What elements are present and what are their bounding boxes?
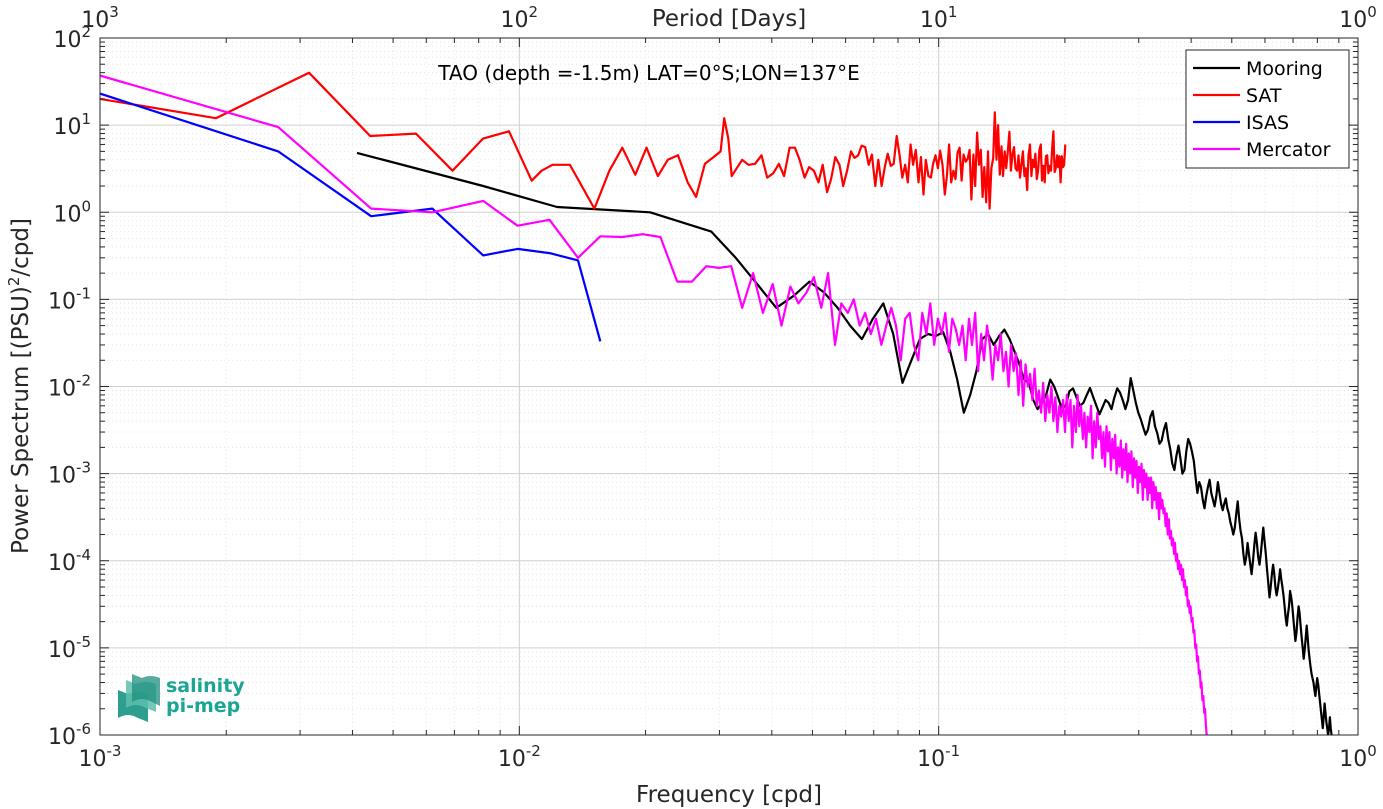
y-tick-label-base: 10 [53, 202, 81, 227]
wave-logo-icon [118, 674, 160, 722]
top-tick-label-exp: 1 [948, 3, 958, 21]
series-mooring-line [356, 151, 1333, 735]
legend-label-isas: ISAS [1246, 112, 1289, 134]
x-tick-label-base: 10 [917, 747, 945, 772]
series-mercator-line [100, 74, 1208, 735]
top-tick-label-exp: 0 [1367, 3, 1377, 21]
series-isas-line [100, 92, 602, 342]
legend-label-mercator: Mercator [1246, 139, 1331, 161]
x-tick-label-base: 10 [1339, 747, 1367, 772]
top-tick-label-base: 10 [920, 8, 948, 33]
x-tick-labels: 10-3 10-2 10-1 100 [79, 742, 1377, 772]
x-tick-label-exp: -2 [526, 742, 541, 760]
x-tick-label: 10-2 [498, 742, 541, 772]
top-tick-label-base: 10 [1339, 8, 1367, 33]
y-tick-label-exp: -1 [76, 284, 91, 302]
y-tick-label-base: 10 [48, 377, 76, 402]
y-tick-label: 10-5 [48, 633, 91, 663]
y-axis-label-sup: 2 [5, 277, 23, 287]
top-tick-label-base: 10 [501, 8, 529, 33]
top-tick-label: 103 [81, 3, 119, 33]
salinity-pi-mep-logo: salinity pi-mep [118, 674, 245, 722]
y-tick-label: 102 [53, 23, 91, 53]
y-tick-label-base: 10 [48, 464, 76, 489]
top-tick-label: 101 [920, 3, 958, 33]
logo-line1: salinity [166, 675, 245, 697]
y-tick-label-base: 10 [53, 28, 81, 53]
y-tick-label-exp: -6 [76, 720, 91, 738]
y-axis-label-main: Power Spectrum [(PSU) [8, 286, 34, 554]
y-tick-label-exp: 0 [81, 197, 91, 215]
x2-axis-label: Period [Days] [652, 6, 806, 32]
x-tick-label-base: 10 [79, 747, 107, 772]
top-tick-label: 102 [501, 3, 539, 33]
y-tick-label: 10-2 [48, 372, 91, 402]
x-tick-label-exp: 0 [1367, 742, 1377, 760]
x-tick-label-base: 10 [498, 747, 526, 772]
series-sat-line [100, 71, 1067, 210]
y-tick-label-exp: 1 [81, 110, 91, 128]
x-tick-label: 10-1 [917, 742, 960, 772]
y-tick-label-base: 10 [48, 638, 76, 663]
y-tick-label-base: 10 [48, 551, 76, 576]
top-tick-label: 100 [1339, 3, 1377, 33]
legend-label-sat: SAT [1246, 85, 1282, 107]
x-axis-label: Frequency [cpd] [636, 782, 822, 808]
y-tick-label: 100 [53, 197, 91, 227]
y-tick-label: 10-1 [48, 284, 91, 314]
y-axis-label-tail: /cpd] [8, 218, 34, 277]
x-tick-label-exp: -3 [107, 742, 122, 760]
legend-items: Mooring SAT ISAS Mercator [1193, 58, 1331, 161]
y-tick-label-exp: -3 [76, 459, 91, 477]
chart-title: TAO (depth =-1.5m) LAT=0°S;LON=137°E [437, 61, 859, 85]
y-tick-label-base: 10 [48, 725, 76, 750]
y-tick-label: 10-6 [48, 720, 91, 750]
ticks [99, 38, 1358, 736]
series-group [100, 71, 1333, 735]
y-tick-label: 10-4 [48, 546, 91, 576]
y-axis-label: Power Spectrum [(PSU)2/cpd] [5, 218, 34, 554]
y-tick-label: 10-3 [48, 459, 91, 489]
y-tick-label-exp: -2 [76, 372, 91, 390]
top-tick-labels: 103 102 101 100 [81, 3, 1377, 33]
x-tick-label-exp: -1 [945, 742, 960, 760]
y-tick-label-exp: -5 [76, 633, 91, 651]
top-tick-label-exp: 2 [529, 3, 539, 21]
top-tick-label-exp: 3 [109, 3, 119, 21]
x-tick-label: 100 [1339, 742, 1377, 772]
y-tick-label-exp: 2 [81, 23, 91, 41]
logo-line2: pi-mep [166, 695, 240, 717]
legend-label-mooring: Mooring [1246, 58, 1323, 80]
y-tick-label: 101 [53, 110, 91, 140]
y-tick-label-base: 10 [48, 289, 76, 314]
top-tick-label-base: 10 [81, 8, 109, 33]
y-tick-label-exp: -4 [76, 546, 91, 564]
y-tick-label-base: 10 [53, 115, 81, 140]
legend: Mooring SAT ISAS Mercator [1185, 49, 1350, 169]
x-tick-label: 10-3 [79, 742, 122, 772]
